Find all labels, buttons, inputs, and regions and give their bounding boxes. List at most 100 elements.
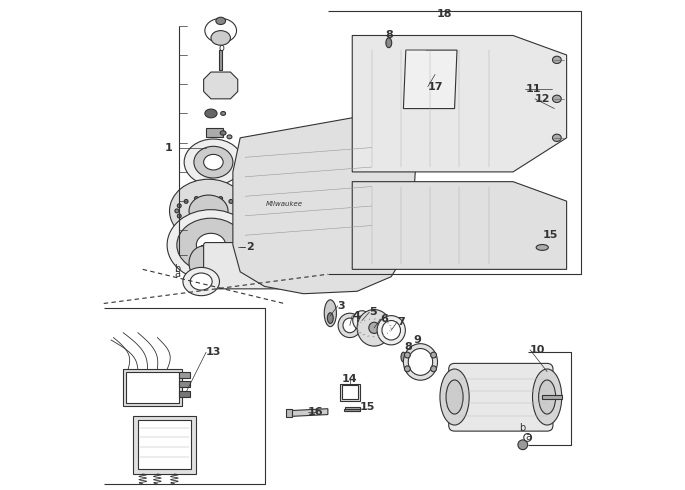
Ellipse shape — [190, 273, 212, 290]
Ellipse shape — [353, 311, 371, 330]
Ellipse shape — [338, 313, 362, 338]
Bar — [543, 395, 562, 399]
Circle shape — [229, 199, 233, 203]
Polygon shape — [352, 35, 566, 172]
Bar — [179, 391, 190, 397]
FancyBboxPatch shape — [449, 364, 553, 431]
Ellipse shape — [189, 195, 228, 227]
Ellipse shape — [316, 270, 330, 287]
Text: Milwaukee: Milwaukee — [266, 201, 303, 207]
Ellipse shape — [403, 343, 438, 380]
Bar — [206, 128, 223, 137]
Text: 11: 11 — [525, 84, 540, 94]
Text: 14: 14 — [342, 374, 358, 384]
Ellipse shape — [203, 154, 223, 170]
Circle shape — [184, 219, 188, 222]
Circle shape — [195, 196, 199, 200]
Circle shape — [518, 440, 527, 450]
Circle shape — [431, 352, 436, 358]
Circle shape — [404, 352, 410, 358]
Text: b: b — [175, 265, 181, 274]
Polygon shape — [203, 72, 238, 99]
Circle shape — [219, 221, 223, 225]
Ellipse shape — [177, 218, 245, 272]
Circle shape — [206, 179, 216, 189]
Ellipse shape — [221, 112, 225, 116]
Ellipse shape — [183, 268, 219, 295]
Circle shape — [219, 196, 223, 200]
Text: 8: 8 — [385, 30, 393, 41]
Ellipse shape — [410, 346, 414, 354]
Ellipse shape — [401, 352, 406, 362]
Polygon shape — [352, 182, 566, 270]
Circle shape — [238, 209, 242, 213]
Text: 7: 7 — [397, 317, 405, 327]
Ellipse shape — [358, 316, 366, 325]
Circle shape — [207, 222, 210, 226]
Ellipse shape — [305, 263, 327, 290]
Ellipse shape — [369, 322, 379, 333]
Text: 4: 4 — [352, 311, 360, 320]
Ellipse shape — [211, 30, 230, 45]
Ellipse shape — [216, 17, 225, 24]
Ellipse shape — [194, 147, 233, 178]
Ellipse shape — [290, 259, 317, 289]
Ellipse shape — [532, 369, 562, 425]
Ellipse shape — [294, 246, 323, 280]
Text: 2: 2 — [246, 243, 253, 252]
Circle shape — [177, 204, 182, 208]
Circle shape — [229, 219, 233, 222]
Text: 8: 8 — [404, 343, 412, 352]
Text: o: o — [219, 43, 224, 53]
Text: 18: 18 — [437, 8, 453, 19]
Circle shape — [236, 214, 240, 218]
Text: a: a — [175, 269, 180, 279]
Ellipse shape — [205, 19, 236, 43]
Ellipse shape — [536, 245, 549, 250]
Circle shape — [184, 199, 188, 203]
Text: 6: 6 — [380, 314, 388, 324]
Text: 5: 5 — [369, 307, 377, 317]
Ellipse shape — [189, 246, 219, 280]
Text: b: b — [519, 423, 525, 433]
Circle shape — [404, 366, 410, 372]
Circle shape — [195, 221, 199, 225]
Ellipse shape — [327, 313, 333, 323]
Ellipse shape — [169, 179, 247, 243]
Ellipse shape — [446, 380, 463, 414]
Ellipse shape — [357, 310, 391, 346]
Bar — [125, 372, 179, 403]
Ellipse shape — [197, 233, 225, 257]
Ellipse shape — [386, 38, 392, 48]
Text: 16: 16 — [308, 407, 323, 417]
Circle shape — [177, 214, 182, 218]
Ellipse shape — [227, 135, 232, 139]
Ellipse shape — [553, 56, 561, 64]
Circle shape — [175, 209, 179, 213]
Bar — [123, 369, 182, 406]
Ellipse shape — [377, 316, 406, 345]
Bar — [219, 50, 222, 70]
Text: 12: 12 — [535, 94, 551, 104]
Text: 10: 10 — [530, 345, 545, 355]
Ellipse shape — [440, 369, 469, 425]
Text: 17: 17 — [427, 82, 443, 92]
Ellipse shape — [184, 139, 242, 185]
Ellipse shape — [220, 131, 226, 135]
Bar — [138, 420, 192, 469]
Polygon shape — [233, 114, 416, 294]
Ellipse shape — [167, 210, 255, 280]
Text: 13: 13 — [206, 347, 221, 357]
Text: 1: 1 — [164, 143, 173, 152]
Text: 3: 3 — [338, 301, 345, 311]
Bar — [345, 409, 360, 411]
Circle shape — [524, 434, 532, 441]
Bar — [286, 409, 292, 416]
Ellipse shape — [205, 109, 217, 118]
Circle shape — [207, 196, 210, 199]
FancyBboxPatch shape — [203, 243, 301, 289]
Ellipse shape — [553, 95, 561, 102]
Bar — [340, 384, 360, 401]
Text: 15: 15 — [543, 230, 558, 240]
Ellipse shape — [553, 134, 561, 142]
